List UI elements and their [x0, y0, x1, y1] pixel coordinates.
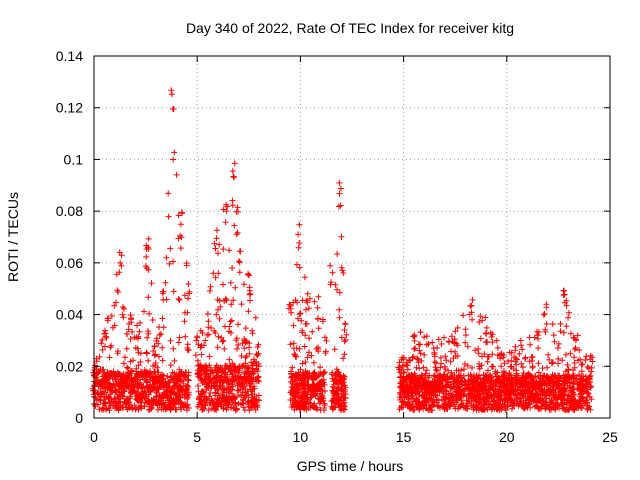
y-tick-label: 0 [75, 410, 83, 426]
y-tick-label: 0.12 [56, 100, 83, 116]
roti-markers [89, 87, 596, 414]
chart-title: Day 340 of 2022, Rate Of TEC Index for r… [186, 20, 514, 36]
x-tick-label: 25 [602, 429, 618, 445]
plot-frame [93, 55, 611, 419]
x-tick-label: 10 [293, 429, 309, 445]
y-tick-label: 0.04 [56, 307, 83, 323]
grid [94, 56, 610, 418]
y-tick-label: 0.14 [56, 48, 83, 64]
x-tick-label: 5 [193, 429, 201, 445]
y-axis-label: ROTI / TECUs [5, 192, 21, 282]
y-tick-label: 0.1 [64, 151, 84, 167]
tick-labels: 0 5 10 15 20 25 0 0.02 0.04 0.06 0.08 0.1 0.12 0.14 [56, 48, 618, 445]
x-tick-label: 20 [499, 429, 515, 445]
axis-ticks [93, 55, 611, 419]
y-tick-label: 0.02 [56, 358, 83, 374]
x-axis-label: GPS time / hours [297, 458, 404, 474]
x-tick-label: 15 [396, 429, 412, 445]
x-tick-label: 0 [90, 429, 98, 445]
data-points [89, 87, 596, 414]
y-tick-label: 0.06 [56, 255, 83, 271]
y-tick-label: 0.08 [56, 203, 83, 219]
